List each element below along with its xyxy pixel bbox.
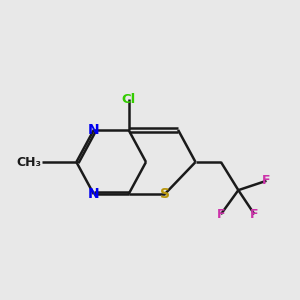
Text: F: F xyxy=(250,208,259,221)
Text: CH₃: CH₃ xyxy=(16,155,42,169)
Text: S: S xyxy=(160,187,170,201)
Text: N: N xyxy=(88,123,100,137)
Text: F: F xyxy=(262,174,271,187)
Text: F: F xyxy=(217,208,225,221)
Text: N: N xyxy=(88,187,100,201)
Text: Cl: Cl xyxy=(122,93,136,106)
